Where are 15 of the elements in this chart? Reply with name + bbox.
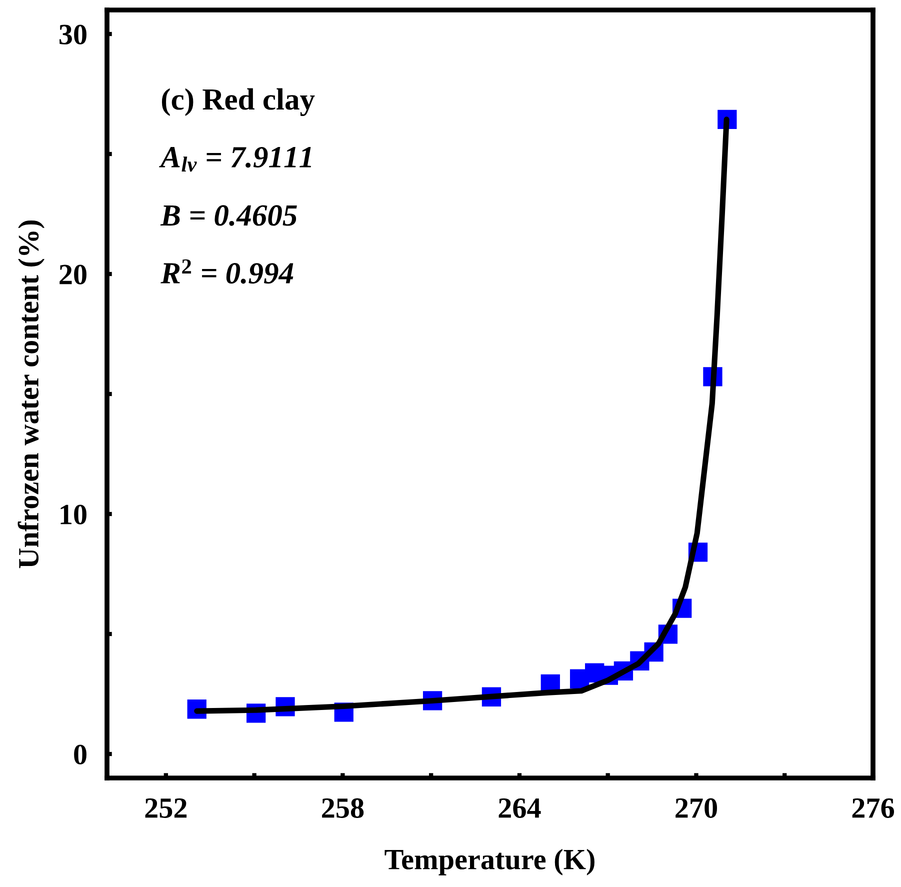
annotation: A$_{lv}$ = 7.9111 (159, 147, 312, 172)
x-tick-label: 264 (498, 798, 541, 818)
y-tick-label: 30 (59, 24, 86, 44)
x-tick-label: 270 (676, 798, 717, 818)
annotation: R$^{2}$ = 0.994 (160, 259, 294, 284)
x-tick-label: 252 (145, 798, 187, 818)
y-tick-label: 20 (60, 264, 86, 284)
annotation: B = 0.4605 (160, 205, 297, 226)
x-tick-label: 276 (852, 798, 894, 818)
annotation: (c) Red clay (162, 88, 315, 116)
x-axis-title: Temperature (K) (384, 848, 594, 876)
y-tick-label: 0 (74, 744, 86, 764)
x-tick-label: 258 (322, 798, 364, 818)
y-tick-label: 10 (60, 504, 86, 524)
y-axis-title: Unfrozen water content (%) (18, 220, 44, 568)
